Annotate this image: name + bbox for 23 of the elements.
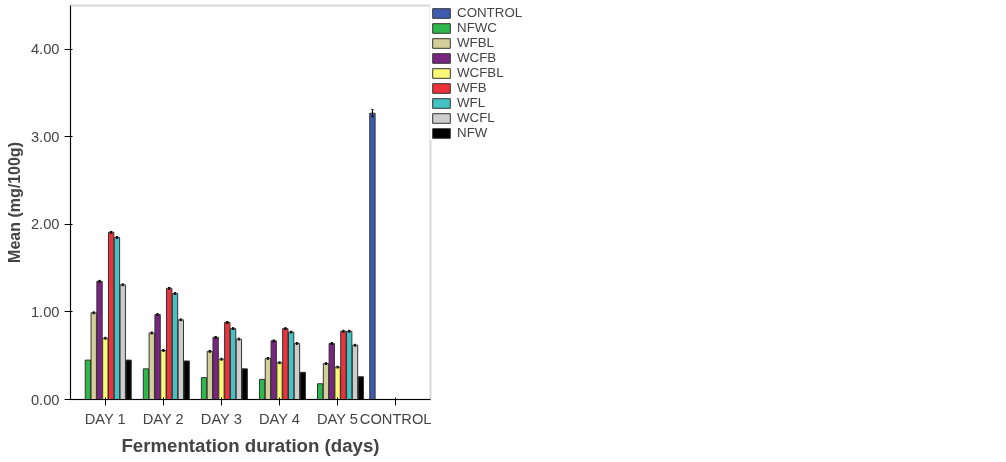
y-tick-label: 0.00 [30,391,60,408]
y-tick-label: 4.00 [30,41,60,58]
legend-label: WFBL [457,35,495,50]
x-tick-label: DAY 1 [84,410,126,427]
legend-label: NFW [457,125,488,140]
x-tick-label: DAY 2 [142,410,184,427]
x-tick-label: CONTROL [359,410,432,427]
legend-label: WCFBL [457,65,504,80]
x-axis-title: Fermentation duration (days) [121,434,380,456]
legend-label: WFL [457,95,486,110]
legend-label: NFWC [457,20,497,35]
x-tick-label: DAY 3 [200,410,242,427]
x-tick-label: DAY 4 [258,410,300,427]
y-axis-title: Mean (mg/100g) [5,142,23,263]
y-tick-label: 3.00 [30,128,60,145]
legend-label: WCFL [457,110,495,125]
bar [369,112,376,400]
legend-label: CONTROL [457,5,523,20]
y-tick-label: 2.00 [30,216,60,233]
x-tick-label: DAY 5 [316,410,358,427]
legend-label: WCFB [457,50,497,65]
legend-label: WFB [457,80,487,95]
y-tick-label: 1.00 [30,303,60,320]
